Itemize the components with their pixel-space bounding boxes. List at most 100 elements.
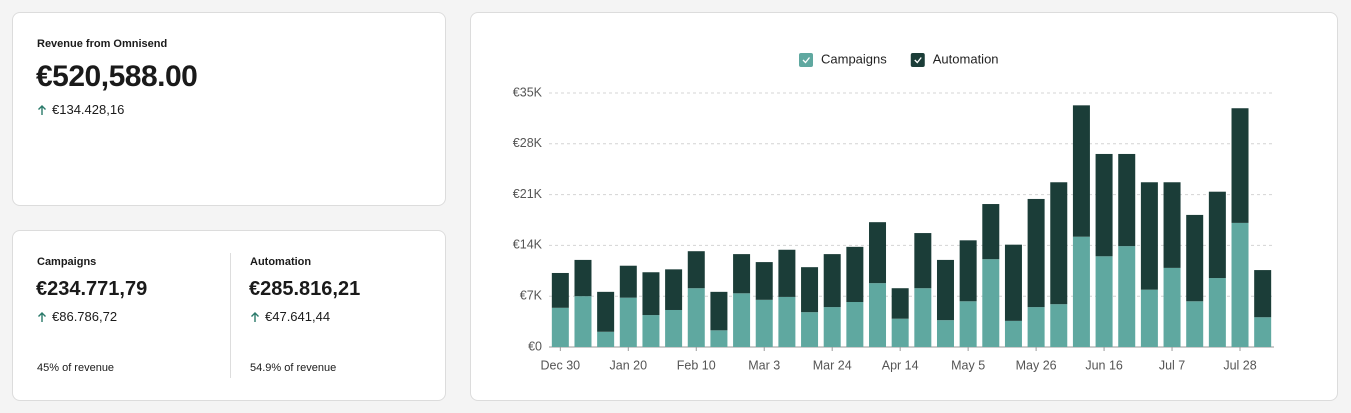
y-tick-label: €35K	[513, 85, 543, 99]
bar-segment	[1186, 301, 1204, 347]
legend-item: Campaigns	[799, 51, 887, 67]
x-tick-label: Mar 24	[813, 358, 852, 372]
share: 54.9% of revenue	[250, 362, 337, 374]
bar-segment	[869, 283, 887, 347]
bar-segment	[665, 309, 683, 347]
bar-segment	[1231, 222, 1249, 347]
bar-segment	[755, 299, 773, 347]
bar-segment	[1072, 236, 1090, 347]
chart-card: €0 €7K €14K €21K €28K €35K Campaigns Automation…	[470, 12, 1338, 401]
y-tick-label: €0	[528, 339, 542, 353]
legend-check	[914, 57, 922, 64]
bar-segment	[687, 288, 705, 347]
x-tick-label: Jan 20	[610, 358, 648, 372]
bar-segment	[733, 254, 751, 294]
bar-segment	[710, 330, 728, 347]
x-tick-label: Jul 7	[1159, 358, 1185, 372]
bar-segment	[1163, 182, 1181, 268]
change-value: €86.786,72	[52, 309, 118, 324]
bar-segment	[959, 240, 977, 302]
card-change: €86.786,72	[37, 309, 117, 324]
bar-segment	[710, 291, 728, 331]
up-arrow	[38, 104, 46, 115]
bar-segment	[1095, 153, 1113, 257]
legend-check	[802, 57, 811, 64]
share: 45% of revenue	[37, 362, 115, 374]
x-tick-label: Dec 30	[541, 358, 581, 372]
bar-segment	[755, 262, 773, 300]
bar-segment	[1254, 317, 1272, 347]
card-label: Revenue from Omnisend	[37, 38, 168, 50]
bar-segment	[801, 312, 819, 347]
bar-segment	[619, 297, 637, 347]
y-tick-label: €14K	[513, 238, 543, 252]
bar-segment	[1140, 289, 1158, 347]
bar-segment	[982, 259, 1000, 347]
up-arrow	[38, 311, 46, 322]
bar-segment	[642, 315, 660, 347]
bar-segment	[665, 269, 683, 310]
bar-segment	[936, 259, 954, 321]
bar-segment	[1027, 307, 1045, 347]
breakdown-card: Campaigns €234.771,79 €86.786,72 45% of …	[12, 230, 446, 401]
x-tick-label: Apr 14	[882, 358, 919, 372]
bar-segment	[1163, 267, 1181, 347]
bar-segment	[869, 222, 887, 284]
card-label: Campaigns	[37, 256, 97, 268]
bar-segment	[687, 251, 705, 289]
bar-segment	[1050, 182, 1068, 305]
bar-segment	[846, 246, 864, 303]
bar-segment	[551, 307, 569, 347]
chart: €0 €7K €14K €21K €28K €35K Campaigns Automation…	[513, 51, 1274, 372]
legend-swatch	[799, 53, 813, 67]
bar-segment	[936, 320, 954, 347]
y-tick-label: €28K	[513, 136, 543, 150]
bar-segment	[914, 288, 932, 347]
card-change: €134.428,16	[37, 102, 124, 117]
legend-swatch	[910, 53, 925, 67]
bar-segment	[778, 296, 796, 347]
bar-segment	[1140, 182, 1158, 290]
legend-item: Automation	[910, 51, 999, 67]
bar-segment	[1004, 320, 1022, 347]
up-arrow	[251, 311, 259, 322]
bar-segment	[1186, 214, 1204, 302]
bar-segment	[1118, 246, 1136, 347]
card-value: €234.771,79	[36, 278, 148, 300]
x-tick-label: May 5	[951, 358, 985, 372]
legend-label: Campaigns	[821, 51, 887, 66]
bar-segment	[597, 291, 615, 332]
bar-segment	[551, 272, 569, 308]
bar-segment	[619, 265, 637, 298]
card-value: €520,588.00	[36, 60, 198, 93]
x-tick-label: Jul 28	[1223, 358, 1256, 372]
bar-segment	[982, 204, 1000, 260]
x-tick-label: Feb 10	[677, 358, 716, 372]
x-tick-label: Jun 16	[1085, 358, 1123, 372]
bar-segment	[959, 301, 977, 347]
y-tick-label: €7K	[520, 288, 543, 302]
bar-segment	[1027, 198, 1045, 308]
x-tick-label: Mar 3	[748, 358, 780, 372]
revenue-card: Revenue from Omnisend €520,588.00 €134.4…	[12, 12, 446, 206]
bar-segment	[1095, 256, 1113, 347]
bar-segment	[891, 318, 909, 347]
bar-segment	[823, 307, 841, 347]
bar-segment	[823, 254, 841, 308]
bar-segment	[846, 302, 864, 347]
card-value: €285.816,21	[249, 278, 361, 300]
legend-label: Automation	[933, 51, 999, 66]
bar-segment	[1208, 278, 1226, 347]
bar-segment	[1050, 304, 1068, 347]
bar-segment	[733, 293, 751, 347]
bar-segment	[1072, 105, 1090, 237]
bar-segment	[597, 331, 615, 347]
bar-segment	[891, 288, 909, 319]
divider	[230, 253, 231, 378]
bar-segment	[1254, 270, 1272, 318]
bar-segment	[801, 267, 819, 313]
bar-segment	[914, 233, 932, 289]
bar-segment	[1004, 244, 1022, 321]
x-tick-label: May 26	[1016, 358, 1057, 372]
